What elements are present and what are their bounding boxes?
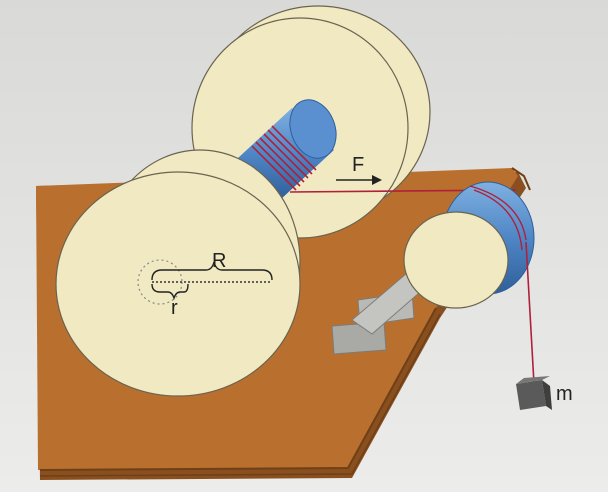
small-pulley xyxy=(403,181,535,309)
big-radius-brace xyxy=(151,261,273,281)
small-radius-label: r xyxy=(171,297,178,319)
front-disk-pair xyxy=(55,149,301,397)
mass-label: m xyxy=(556,383,573,405)
force-label: F xyxy=(352,154,364,176)
big-radius-label: R xyxy=(212,250,226,272)
force-indicator: F xyxy=(336,154,382,185)
string-vertical xyxy=(525,241,535,385)
radius-markers: R r xyxy=(137,250,273,319)
force-arrow-head xyxy=(372,175,382,185)
hanging-mass: m xyxy=(516,376,573,410)
small-radius-brace xyxy=(151,283,189,301)
